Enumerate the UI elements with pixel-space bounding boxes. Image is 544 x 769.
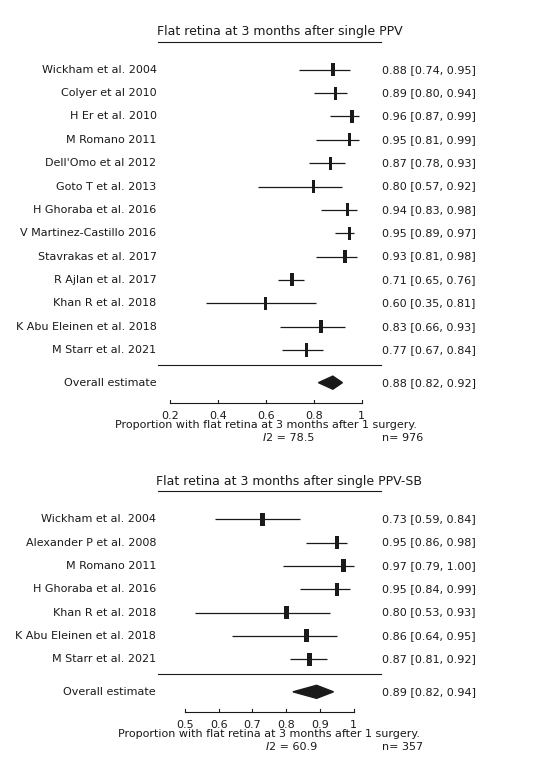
Text: Goto T et al. 2013: Goto T et al. 2013 (57, 181, 157, 191)
Text: 0.8: 0.8 (305, 411, 323, 421)
Text: 0.89 [0.80, 0.94]: 0.89 [0.80, 0.94] (382, 88, 476, 98)
Text: K Abu Eleinen et al. 2018: K Abu Eleinen et al. 2018 (16, 321, 157, 331)
Bar (319, 320, 323, 333)
Bar (335, 583, 339, 596)
Text: 0.95 [0.89, 0.97]: 0.95 [0.89, 0.97] (382, 228, 476, 238)
Text: 0.80 [0.57, 0.92]: 0.80 [0.57, 0.92] (382, 181, 476, 191)
Bar (312, 180, 316, 193)
Bar (260, 513, 265, 526)
Text: Colyer et al 2010: Colyer et al 2010 (61, 88, 157, 98)
Text: I: I (266, 742, 269, 752)
Text: 0.95 [0.86, 0.98]: 0.95 [0.86, 0.98] (382, 538, 476, 548)
Text: 0.97 [0.79, 1.00]: 0.97 [0.79, 1.00] (382, 561, 476, 571)
Polygon shape (293, 685, 333, 698)
Text: Overall estimate: Overall estimate (64, 378, 157, 388)
Text: Flat retina at 3 months after single PPV-SB: Flat retina at 3 months after single PPV… (156, 474, 422, 488)
Text: Flat retina at 3 months after single PPV: Flat retina at 3 months after single PPV (157, 25, 402, 38)
Text: 0.86 [0.64, 0.95]: 0.86 [0.64, 0.95] (382, 631, 476, 641)
Text: 0.6: 0.6 (210, 720, 227, 730)
Text: Proportion with flat retina at 3 months after 1 surgery.: Proportion with flat retina at 3 months … (118, 729, 421, 739)
Text: 0.73 [0.59, 0.84]: 0.73 [0.59, 0.84] (382, 514, 476, 524)
Text: 0.60 [0.35, 0.81]: 0.60 [0.35, 0.81] (382, 298, 475, 308)
Bar (335, 536, 339, 549)
Bar (341, 559, 346, 572)
Text: 0.95 [0.81, 0.99]: 0.95 [0.81, 0.99] (382, 135, 476, 145)
Text: M Romano 2011: M Romano 2011 (66, 135, 157, 145)
Bar (345, 203, 349, 216)
Bar (284, 606, 288, 619)
Polygon shape (318, 376, 342, 389)
Bar (264, 297, 267, 310)
Text: Dell'Omo et al 2012: Dell'Omo et al 2012 (46, 158, 157, 168)
Text: 0.80 [0.53, 0.93]: 0.80 [0.53, 0.93] (382, 608, 476, 618)
Text: M Romano 2011: M Romano 2011 (66, 561, 156, 571)
Text: 0.94 [0.83, 0.98]: 0.94 [0.83, 0.98] (382, 205, 476, 215)
Text: K Abu Eleinen et al. 2018: K Abu Eleinen et al. 2018 (15, 631, 156, 641)
Text: H Ghoraba et al. 2016: H Ghoraba et al. 2016 (33, 205, 157, 215)
Text: I: I (262, 433, 265, 443)
Bar (304, 629, 309, 642)
Text: R Ajlan et al. 2017: R Ajlan et al. 2017 (54, 275, 157, 285)
Bar (350, 110, 354, 123)
Text: Wickham et al. 2004: Wickham et al. 2004 (41, 65, 157, 75)
Text: 0.8: 0.8 (277, 720, 295, 730)
Text: 0.93 [0.81, 0.98]: 0.93 [0.81, 0.98] (382, 251, 476, 261)
Bar (307, 653, 312, 666)
Bar (348, 133, 351, 146)
Text: 1: 1 (350, 720, 357, 730)
Text: 0.96 [0.87, 0.99]: 0.96 [0.87, 0.99] (382, 112, 476, 122)
Text: 0.87 [0.78, 0.93]: 0.87 [0.78, 0.93] (382, 158, 476, 168)
Text: 0.6: 0.6 (257, 411, 275, 421)
Text: 0.9: 0.9 (311, 720, 329, 730)
Text: 0.83 [0.66, 0.93]: 0.83 [0.66, 0.93] (382, 321, 475, 331)
Bar (290, 274, 294, 287)
Text: n= 357: n= 357 (382, 742, 424, 752)
Text: 0.4: 0.4 (209, 411, 227, 421)
Text: H Ghoraba et al. 2016: H Ghoraba et al. 2016 (33, 584, 156, 594)
Bar (331, 63, 335, 76)
Text: 0.95 [0.84, 0.99]: 0.95 [0.84, 0.99] (382, 584, 477, 594)
Text: 0.71 [0.65, 0.76]: 0.71 [0.65, 0.76] (382, 275, 475, 285)
Text: 1: 1 (358, 411, 365, 421)
Bar (343, 250, 347, 263)
Bar (333, 87, 337, 100)
Text: Overall estimate: Overall estimate (64, 687, 156, 697)
Text: 0.7: 0.7 (244, 720, 261, 730)
Text: 0.77 [0.67, 0.84]: 0.77 [0.67, 0.84] (382, 345, 476, 355)
Text: n= 976: n= 976 (382, 433, 423, 443)
Text: Alexander P et al. 2008: Alexander P et al. 2008 (26, 538, 156, 548)
Bar (348, 227, 351, 240)
Text: Stavrakas et al. 2017: Stavrakas et al. 2017 (38, 251, 157, 261)
Text: M Starr et al. 2021: M Starr et al. 2021 (52, 654, 156, 664)
Text: Proportion with flat retina at 3 months after 1 surgery.: Proportion with flat retina at 3 months … (115, 420, 417, 430)
Text: 0.2: 0.2 (161, 411, 178, 421)
Text: 2 = 60.9: 2 = 60.9 (269, 742, 318, 752)
Text: Khan R et al. 2018: Khan R et al. 2018 (53, 298, 157, 308)
Bar (329, 157, 332, 170)
Text: Wickham et al. 2004: Wickham et al. 2004 (41, 514, 156, 524)
Text: V Martinez-Castillo 2016: V Martinez-Castillo 2016 (21, 228, 157, 238)
Text: 0.87 [0.81, 0.92]: 0.87 [0.81, 0.92] (382, 654, 477, 664)
Text: H Er et al. 2010: H Er et al. 2010 (70, 112, 157, 122)
Text: 0.88 [0.74, 0.95]: 0.88 [0.74, 0.95] (382, 65, 476, 75)
Text: 0.89 [0.82, 0.94]: 0.89 [0.82, 0.94] (382, 687, 477, 697)
Bar (305, 344, 308, 357)
Text: 0.88 [0.82, 0.92]: 0.88 [0.82, 0.92] (382, 378, 476, 388)
Text: 0.5: 0.5 (176, 720, 194, 730)
Text: Khan R et al. 2018: Khan R et al. 2018 (53, 608, 156, 618)
Text: 2 = 78.5: 2 = 78.5 (265, 433, 314, 443)
Text: M Starr et al. 2021: M Starr et al. 2021 (52, 345, 157, 355)
